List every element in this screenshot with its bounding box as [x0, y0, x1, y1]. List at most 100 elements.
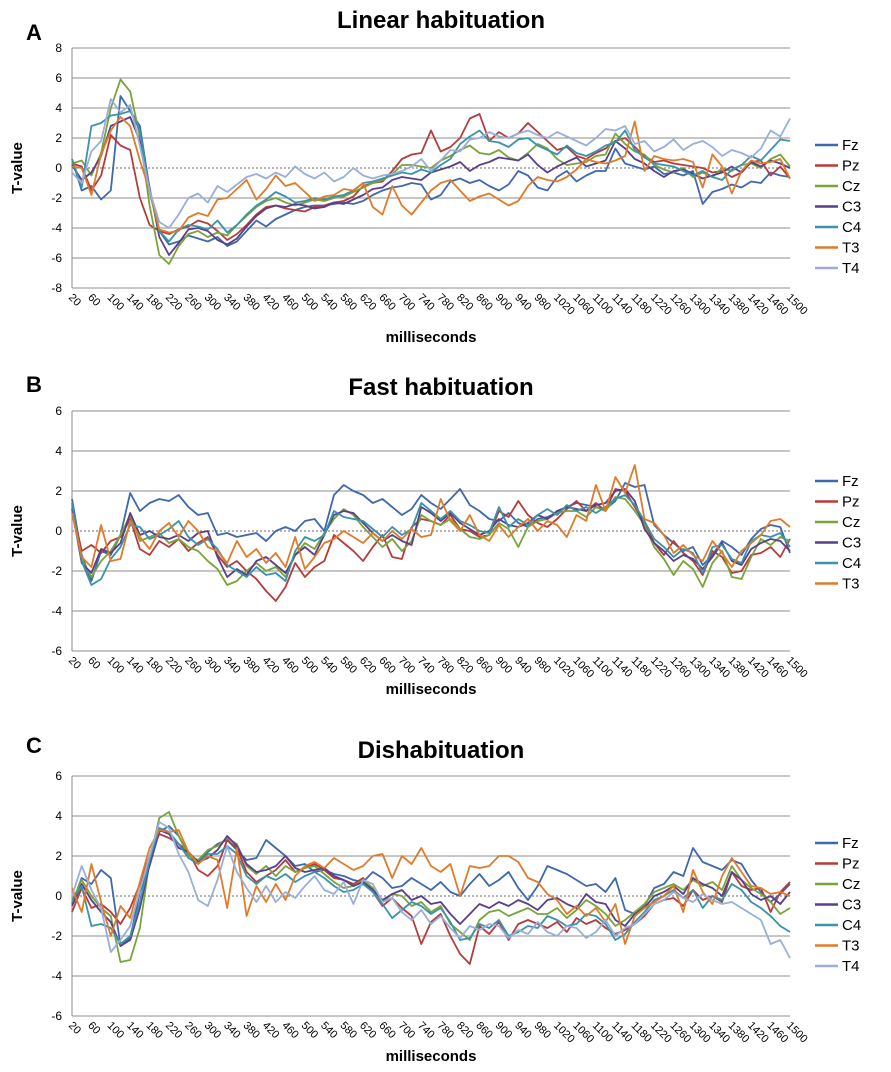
series-line-pz	[71, 833, 791, 965]
x-tick-label: 1100	[590, 1020, 615, 1045]
y-tick-label: -8	[51, 281, 62, 295]
y-tick-label: -2	[51, 564, 62, 578]
chart-title: Linear habituation	[337, 7, 545, 34]
legend-label: C4	[842, 555, 861, 572]
x-tick-label: 1220	[648, 1020, 674, 1046]
x-tick-label: 1220	[648, 292, 674, 318]
x-tick-label: 860	[473, 1020, 494, 1041]
series-line-cz	[71, 811, 791, 963]
legend-label: T3	[842, 938, 860, 955]
series-line-t3	[71, 464, 791, 570]
series-line-cz	[71, 78, 791, 265]
legend-label: Fz	[842, 835, 859, 852]
x-tick-label: 300	[202, 655, 223, 676]
y-tick-label: 6	[55, 404, 62, 418]
x-tick-label: 380	[241, 655, 262, 676]
chart-title: Dishabituation	[358, 737, 525, 764]
x-tick-label: 380	[241, 1020, 262, 1041]
x-tick-label: 1260	[667, 1020, 693, 1046]
x-tick-label: 660	[376, 292, 397, 313]
x-tick-label: 500	[299, 655, 320, 676]
series-line-t4	[71, 821, 791, 959]
x-tick-label: 780	[435, 292, 456, 313]
x-tick-label: 900	[493, 655, 514, 676]
series-line-c3	[71, 829, 791, 947]
legend: Fz Pz Cz C3 C4 T3 T4	[815, 835, 861, 975]
x-tick-label: 1260	[667, 292, 693, 318]
x-tick-label: 940	[512, 292, 533, 313]
y-tick-label: -4	[51, 604, 62, 618]
x-tick-label: 20	[66, 1020, 83, 1037]
y-tick-label: 2	[55, 849, 62, 863]
legend: Fz Pz Cz C3 C4 T3 T4	[815, 137, 861, 277]
y-tick-label: -6	[51, 1009, 62, 1023]
y-tick-label: 4	[55, 809, 62, 823]
chart-panel-a: A Linear habituation -8 -6 -4 -2 0 2 4 6 8 T-value 2…	[9, 7, 861, 346]
x-tick-label: 220	[163, 655, 184, 676]
y-tick-label: 0	[55, 161, 62, 175]
chart-title: Fast habituation	[348, 374, 533, 401]
x-tick-label: 1180	[629, 655, 654, 680]
y-tick-label: -6	[51, 644, 62, 658]
legend-label: Pz	[842, 158, 860, 175]
series-line-fz	[71, 482, 791, 582]
x-tick-label: 260	[182, 655, 203, 676]
x-tick-label: 1060	[570, 1020, 596, 1046]
x-tick-label: 1180	[629, 292, 654, 317]
x-tick-label: 700	[396, 1020, 417, 1041]
y-tick-label: 2	[55, 484, 62, 498]
x-tick-label: 1300	[687, 655, 713, 681]
y-tick-label: 6	[55, 769, 62, 783]
series-line-c4	[71, 827, 791, 945]
x-tick-label: 60	[85, 1020, 102, 1037]
x-tick-label: 220	[163, 1020, 184, 1041]
x-tick-label: 220	[163, 292, 184, 313]
x-tick-label: 580	[338, 292, 359, 313]
x-tick-label: 260	[182, 1020, 203, 1041]
x-tick-label: 900	[493, 1020, 514, 1041]
x-tick-label: 420	[260, 292, 281, 313]
series-line-pz	[71, 113, 791, 241]
x-tick-label: 820	[454, 655, 475, 676]
x-tick-label: 820	[454, 1020, 475, 1041]
panel-letter: A	[26, 20, 42, 45]
y-axis-label: T-value	[9, 870, 26, 922]
legend: Fz Pz Cz C3 C4 T3	[815, 473, 861, 593]
legend-label: Fz	[842, 473, 859, 490]
x-axis-label: milliseconds	[386, 681, 477, 698]
x-tick-label: 140	[124, 655, 145, 676]
x-tick-label: 1380	[726, 655, 752, 681]
legend-label: C4	[842, 219, 861, 236]
x-tick-label: 1420	[745, 1020, 771, 1046]
x-tick-label: 460	[279, 1020, 300, 1041]
x-tick-label: 1140	[609, 292, 634, 317]
x-tick-label: 500	[299, 1020, 320, 1041]
x-tick-label: 860	[473, 655, 494, 676]
x-tick-label: 340	[221, 292, 242, 313]
x-tick-label: 660	[376, 655, 397, 676]
x-tick-label: 620	[357, 655, 378, 676]
x-tick-label: 540	[318, 655, 339, 676]
x-tick-label: 380	[241, 292, 262, 313]
x-tick-label: 100	[105, 292, 126, 313]
y-tick-label: -2	[51, 191, 62, 205]
x-tick-label: 300	[202, 1020, 223, 1041]
y-axis-label: T-value	[9, 505, 26, 557]
x-tick-label: 1500	[784, 292, 810, 318]
x-tick-label: 60	[85, 655, 102, 672]
x-tick-label: 740	[415, 655, 436, 676]
legend-label: Pz	[842, 494, 860, 511]
y-tick-label: -2	[51, 929, 62, 943]
x-tick-label: 1300	[687, 292, 713, 318]
series-line-t3	[71, 829, 791, 945]
x-tick-label: 1060	[570, 655, 596, 681]
series-line-c4	[71, 494, 791, 586]
x-tick-label: 1140	[609, 655, 634, 680]
x-tick-label: 20	[66, 655, 83, 672]
x-tick-label: 700	[396, 655, 417, 676]
series-line-c3	[71, 488, 791, 578]
x-tick-label: 500	[299, 292, 320, 313]
x-tick-label: 740	[415, 292, 436, 313]
x-tick-label: 700	[396, 292, 417, 313]
